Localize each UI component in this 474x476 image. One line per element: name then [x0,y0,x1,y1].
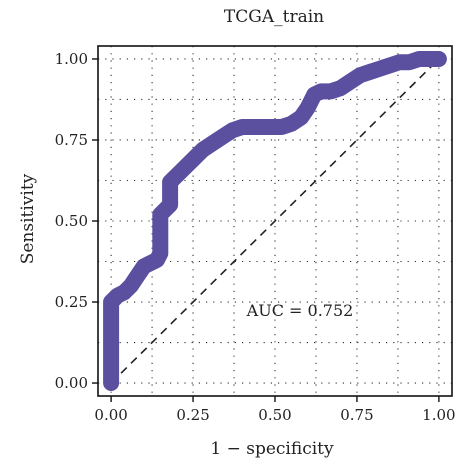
y-tick-label: 0.50 [55,212,88,230]
y-tick-label: 0.75 [55,131,88,149]
y-axis: 0.00 0.25 0.50 0.75 1.00 [55,50,98,392]
x-axis-label: 1 − specificity [210,439,334,459]
x-tick-label: 1.00 [422,406,455,424]
y-tick-label: 0.25 [55,293,88,311]
x-tick-label: 0.25 [176,406,209,424]
reference-diagonal [110,58,440,384]
x-tick-label: 0.00 [94,406,127,424]
chart-title: TCGA_train [224,7,324,27]
y-tick-label: 1.00 [55,50,88,68]
roc-curve [103,51,447,391]
y-tick-label: 0.00 [55,374,88,392]
y-axis-label: Sensitivity [18,173,38,264]
x-tick-label: 0.50 [258,406,291,424]
auc-annotation: AUC = 0.752 [246,301,354,320]
x-tick-label: 0.75 [340,406,373,424]
x-axis: 0.00 0.25 0.50 0.75 1.00 [94,396,456,424]
